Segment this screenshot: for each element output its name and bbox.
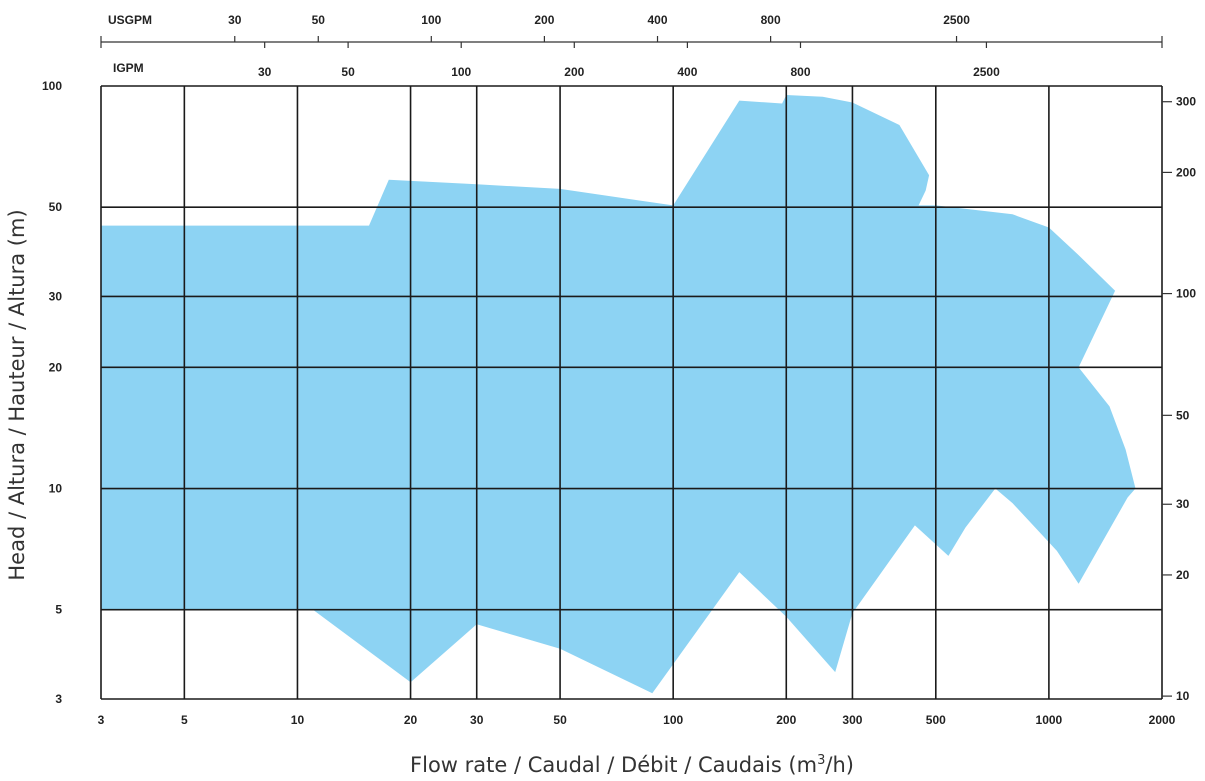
- x-tick-label: 100: [663, 713, 683, 727]
- x-axis-title: Flow rate / Caudal / Débit / Caudais (m3…: [410, 753, 854, 777]
- igpm-tick-label: 2500: [973, 65, 1000, 79]
- igpm-tick-label: 800: [790, 65, 810, 79]
- right-axis-ticks: 300 200 100 50 30 20 10: [1162, 95, 1196, 703]
- x-tick-label: 50: [553, 713, 567, 727]
- x-tick-label: 200: [776, 713, 796, 727]
- right-tick-label: 20: [1176, 568, 1190, 582]
- x-axis-ticks: 3 5 10 20 30 50 100 200 300 500 1000 2000: [98, 713, 1176, 727]
- y-tick-label: 3: [55, 692, 62, 706]
- x-tick-label: 30: [470, 713, 484, 727]
- y-tick-label: 30: [49, 289, 63, 303]
- right-tick-label: 10: [1176, 689, 1190, 703]
- y-tick-label: 50: [49, 200, 63, 214]
- x-tick-label: 500: [926, 713, 946, 727]
- top-unit-scales: USGPM 30 50 100 200 400 800 2500 IGPM 30 50 100 200 4…: [100, 13, 1163, 79]
- x-tick-label: 10: [291, 713, 305, 727]
- usgpm-tick-label: 200: [534, 13, 554, 27]
- igpm-unit-label: IGPM: [113, 61, 144, 75]
- igpm-tick-label: 100: [451, 65, 471, 79]
- igpm-tick-label: 200: [564, 65, 584, 79]
- x-tick-label: 3: [98, 713, 105, 727]
- y-axis-ticks: 3 5 10 20 30 50 100: [42, 79, 62, 706]
- right-tick-label: 30: [1176, 497, 1190, 511]
- usgpm-tick-label: 800: [761, 13, 781, 27]
- right-tick-label: 50: [1176, 408, 1190, 422]
- usgpm-tick-label: 100: [421, 13, 441, 27]
- right-tick-label: 300: [1176, 95, 1196, 109]
- x-tick-label: 300: [842, 713, 862, 727]
- x-tick-label: 5: [181, 713, 188, 727]
- igpm-tick-label: 30: [258, 65, 272, 79]
- y-tick-label: 10: [49, 482, 63, 496]
- usgpm-tick-label: 50: [312, 13, 326, 27]
- usgpm-tick-label: 30: [228, 13, 242, 27]
- coverage-envelope-area: [101, 95, 1136, 694]
- y-tick-label: 100: [42, 79, 62, 93]
- y-axis-title: Head / Altura / Hauteur / Altura (m): [5, 209, 29, 580]
- usgpm-unit-label: USGPM: [108, 13, 152, 27]
- usgpm-tick-label: 400: [648, 13, 668, 27]
- right-tick-label: 200: [1176, 165, 1196, 179]
- y-tick-label: 20: [49, 360, 63, 374]
- x-tick-label: 20: [404, 713, 418, 727]
- igpm-tick-label: 400: [677, 65, 697, 79]
- chart-grid: [100, 85, 1163, 700]
- y-tick-label: 5: [55, 603, 62, 617]
- right-tick-label: 100: [1176, 287, 1196, 301]
- igpm-tick-label: 50: [341, 65, 355, 79]
- x-tick-label: 2000: [1149, 713, 1176, 727]
- usgpm-tick-label: 2500: [943, 13, 970, 27]
- x-tick-label: 1000: [1036, 713, 1063, 727]
